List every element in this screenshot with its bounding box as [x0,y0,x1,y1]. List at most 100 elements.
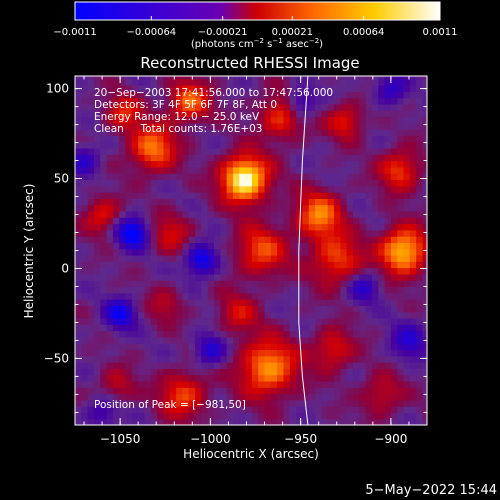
heatmap-cell [157,261,165,269]
heatmap-cell [384,110,392,118]
heatmap-cell [188,267,196,275]
heatmap-cell [131,76,139,80]
heatmap-cell [378,204,386,212]
heatmap-cell [119,78,127,86]
heatmap-cell [289,343,297,351]
heatmap-cell [283,349,291,357]
heatmap-cell [201,91,209,99]
heatmap-cell [334,299,341,306]
heatmap-cell [340,343,348,351]
heatmap-cell [195,399,202,407]
heatmap-cell [289,267,297,275]
heatmap-cell [176,255,184,262]
heatmap-cell [93,198,101,206]
heatmap-cell [403,154,411,162]
heatmap-cell [371,355,379,363]
heatmap-cell [334,129,341,136]
heatmap-cell [371,91,379,99]
heatmap-cell [289,147,297,155]
heatmap-cell [359,229,367,237]
heatmap-cell [403,387,411,395]
heatmap-cell [315,273,322,281]
heatmap-cell [289,76,297,80]
heatmap-cell [213,173,221,181]
heatmap-cell [296,147,304,155]
heatmap-cell [283,223,291,231]
heatmap-cell [125,154,133,162]
heatmap-cell [81,355,89,363]
heatmap-cell [112,311,120,319]
heatmap-cell [289,362,297,369]
heatmap-cell [334,330,341,338]
heatmap-cell [201,317,209,325]
heatmap-cell [409,135,417,143]
heatmap-cell [157,399,165,407]
heatmap-cell [359,286,367,294]
heatmap-cell [220,368,228,376]
heatmap-cell [239,267,247,275]
heatmap-cell [138,141,146,149]
heatmap-cell [315,147,322,155]
heatmap-cell [188,387,196,395]
heatmap-cell [232,387,240,395]
heatmap-cell [283,387,291,395]
heatmap-cell [378,166,386,174]
heatmap-cell [352,418,360,425]
heatmap-cell [232,317,240,325]
heatmap-cell [119,355,127,363]
heatmap-cell [176,299,184,306]
heatmap-cell [81,305,89,313]
heatmap-cell [163,273,171,281]
heatmap-cell [112,91,120,99]
heatmap-cell [213,380,221,388]
heatmap-cell [176,110,184,118]
colorbar-tick-label: 0.00064 [343,27,384,38]
heatmap-cell [270,286,278,294]
heatmap-cell [119,110,127,118]
heatmap-cell [264,91,272,99]
heatmap-cell [264,387,272,395]
heatmap-cell [157,160,165,168]
heatmap-cell [176,236,184,244]
heatmap-cell [125,97,133,105]
heatmap-cell [93,280,101,288]
heatmap-cell [125,185,133,193]
heatmap-cell [422,103,427,111]
heatmap-cell [226,387,234,395]
heatmap-cell [390,204,398,212]
heatmap-cell [75,393,82,401]
heatmap-cell [75,242,82,250]
heatmap-cell [93,248,101,256]
heatmap-cell [397,91,405,99]
heatmap-cell [397,198,405,206]
heatmap-cell [315,122,322,130]
heatmap-cell [169,355,177,363]
heatmap-cell [334,166,341,174]
heatmap-cell [327,179,335,187]
heatmap-cell [213,78,221,86]
heatmap-cell [251,336,259,344]
heatmap-cell [302,255,310,262]
heatmap-cell [176,324,184,332]
heatmap-cell [239,286,247,294]
heatmap-cell [403,210,411,218]
heatmap-cell [188,84,196,92]
heatmap-cell [163,368,171,376]
heatmap-cell [75,255,82,262]
heatmap-cell [315,362,322,369]
heatmap-cell [112,185,120,193]
heatmap-cell [289,198,297,206]
heatmap-cell [397,179,405,187]
heatmap-cell [87,292,95,300]
heatmap-cell [359,179,367,187]
heatmap-cell [125,192,133,199]
heatmap-cell [93,399,101,407]
heatmap-cell [213,336,221,344]
heatmap-cell [213,393,221,401]
heatmap-cell [100,236,108,244]
heatmap-cell [112,110,120,118]
heatmap-cell [308,192,316,199]
heatmap-cell [163,129,171,136]
heatmap-cell [112,399,120,407]
heatmap-cell [308,336,316,344]
